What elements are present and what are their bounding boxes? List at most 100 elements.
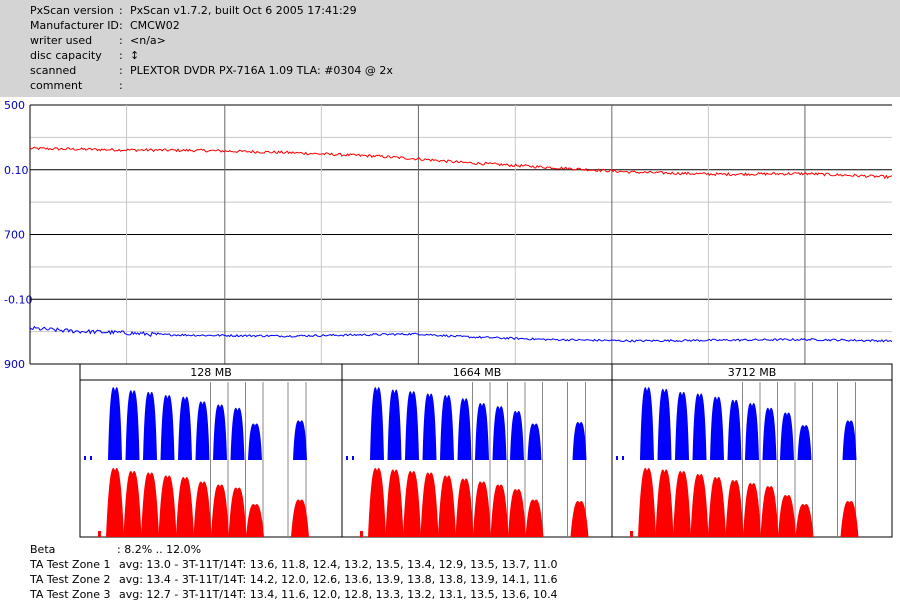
info-key: disc capacity	[30, 49, 102, 62]
red-peak	[743, 483, 761, 537]
red-peak	[778, 495, 796, 537]
info-value: PxScan v1.7.2, built Oct 6 2005 17:41:29	[130, 4, 357, 17]
info-sep: :	[119, 49, 123, 62]
red-peak	[420, 472, 439, 537]
red-peak	[490, 484, 509, 537]
blue-peak	[692, 393, 707, 460]
blue-peak	[125, 390, 140, 460]
blue-peak	[143, 391, 157, 460]
blue-peak	[657, 388, 672, 460]
zone-label: TA Test Zone 3	[30, 588, 111, 601]
blue-peak	[527, 423, 542, 460]
red-peak	[673, 471, 691, 537]
info-value: CMCW02	[130, 19, 180, 32]
blue-peak	[230, 407, 245, 460]
info-key: scanned	[30, 64, 77, 77]
red-peak	[840, 501, 859, 537]
blue-peak	[195, 401, 210, 460]
red-peak	[368, 468, 386, 537]
blue-peak	[108, 387, 122, 460]
blue-peak	[160, 395, 175, 460]
blue-peak	[510, 410, 524, 460]
red-peak	[211, 484, 229, 537]
red-peak	[655, 469, 674, 537]
info-key: comment	[30, 79, 83, 92]
blue-tick	[346, 456, 348, 460]
blue-peak	[387, 389, 402, 460]
red-peak	[158, 475, 177, 537]
red-peak	[570, 501, 589, 537]
y-tick-label: 900	[4, 358, 25, 371]
blue-peak	[405, 391, 419, 460]
red-peak	[176, 477, 194, 537]
blue-peak	[710, 396, 724, 460]
red-peak	[525, 499, 544, 537]
blue-tick	[352, 456, 354, 460]
zone-label: TA Test Zone 2	[30, 573, 111, 586]
red-peak	[795, 504, 814, 537]
info-key: writer used	[30, 34, 93, 47]
blue-peak	[762, 407, 777, 460]
blue-peak	[178, 396, 192, 460]
blue-peak	[492, 406, 507, 460]
scan-info-header: PxScan version : PxScan v1.7.2, built Oc…	[0, 0, 900, 97]
line-chart: 500 0.10 700 -0.10 900	[4, 99, 893, 371]
red-peak	[725, 480, 744, 537]
blue-peak	[440, 395, 454, 460]
info-sep: :	[119, 64, 123, 77]
info-sep: :	[119, 34, 123, 47]
red-peak	[403, 471, 421, 537]
blue-peak	[475, 402, 489, 460]
blue-peak	[370, 387, 384, 460]
zone-label: 1664 MB	[453, 366, 502, 379]
red-tick	[98, 531, 101, 537]
blue-tick	[622, 456, 624, 460]
blue-peak	[457, 398, 472, 460]
blue-peak	[213, 404, 227, 460]
red-peak	[455, 478, 474, 537]
zone-value: avg: 13.4 - 3T-11T/14T: 14.2, 12.0, 12.6…	[119, 573, 558, 586]
blue-peak	[797, 425, 812, 460]
blue-peak	[572, 421, 587, 460]
red-tick	[360, 531, 363, 537]
y-tick-label: 0.10	[4, 164, 29, 177]
zone-value: avg: 12.7 - 3T-11T/14T: 13.4, 11.6, 12.0…	[119, 588, 558, 601]
y-tick-label: 500	[4, 99, 25, 112]
red-peak	[760, 486, 779, 537]
zone-label: 3712 MB	[728, 366, 777, 379]
jitter-trace-blue	[29, 325, 893, 343]
red-peak	[141, 472, 159, 537]
red-peak	[193, 481, 212, 537]
blue-peak	[422, 393, 437, 460]
red-peak	[228, 487, 247, 537]
blue-tick	[90, 456, 92, 460]
beta-value: : 8.2% .. 12.0%	[117, 543, 202, 556]
info-sep: :	[119, 4, 123, 17]
info-value: ↕	[130, 49, 140, 62]
blue-peak	[727, 399, 742, 460]
blue-peak	[745, 402, 759, 460]
red-peak	[638, 468, 656, 537]
zone-label: TA Test Zone 1	[30, 558, 111, 571]
blue-tick	[616, 456, 618, 460]
red-peak	[385, 469, 404, 537]
blue-tick	[84, 456, 86, 460]
red-tick	[630, 531, 633, 537]
blue-peak	[675, 391, 689, 460]
info-value: PLEXTOR DVDR PX-716A 1.09 TLA: #0304 @ 2…	[130, 64, 393, 77]
info-key: PxScan version	[30, 4, 114, 17]
blue-peak	[248, 423, 262, 460]
beta-trace-red	[29, 146, 893, 180]
red-peak	[106, 468, 124, 537]
red-peak	[690, 474, 709, 537]
info-key: Manufacturer ID	[30, 19, 119, 32]
blue-peak	[780, 412, 794, 460]
red-peak	[508, 489, 526, 537]
blue-peak	[640, 387, 654, 460]
red-peak	[123, 471, 142, 537]
info-sep: :	[119, 79, 123, 92]
zone-label: 128 MB	[190, 366, 232, 379]
blue-peak	[293, 420, 307, 460]
red-peak	[246, 504, 264, 537]
